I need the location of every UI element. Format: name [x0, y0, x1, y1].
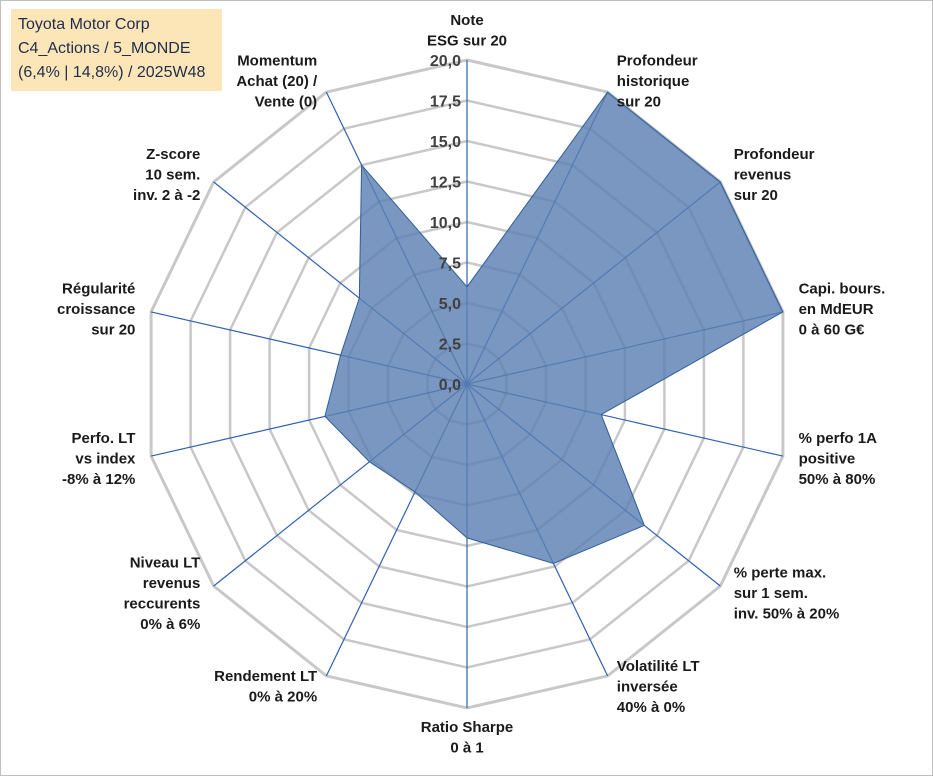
axis-label-4-line-2: 50% à 80% — [799, 471, 876, 488]
axis-label-5-line-0: % perte max. — [734, 565, 827, 582]
axis-label-11-line-0: Régularité — [62, 281, 135, 298]
axis-label-13: Momentum Achat (20) / Vente (0) — [236, 53, 318, 111]
tick-label-3: 7,5 — [439, 256, 461, 273]
axis-label-5: % perte max. sur 1 sem. inv. 50% à 20% — [734, 565, 840, 623]
axis-label-7-line-0: Ratio Sharpe — [421, 719, 514, 736]
axis-label-10-line-2: -8% à 12% — [62, 471, 135, 488]
axis-label-2: Profondeur revenus sur 20 — [734, 146, 815, 204]
tick-label-1: 2,5 — [439, 337, 461, 354]
period-label: (6,4% | 14,8%) / 2025W48 — [18, 64, 206, 81]
axis-label-13-line-1: Achat (20) / — [236, 73, 318, 90]
axis-label-8: Rendement LT 0% à 20% — [214, 668, 317, 706]
axis-label-4-line-1: positive — [799, 451, 856, 468]
axis-label-0-line-0: Note — [450, 12, 483, 29]
axis-label-5-line-2: inv. 50% à 20% — [734, 606, 840, 623]
axis-label-13-line-0: Momentum — [237, 53, 317, 70]
tick-label-6: 15,0 — [430, 134, 461, 151]
axis-label-3-line-1: en MdEUR — [799, 301, 874, 318]
axis-label-4-line-0: % perfo 1A — [799, 430, 878, 447]
axis-label-12-line-2: inv. 2 à -2 — [133, 187, 200, 204]
axis-label-11-line-1: croissance — [57, 301, 135, 318]
axis-label-2-line-1: revenus — [734, 166, 792, 183]
tick-label-0: 0,0 — [439, 377, 461, 394]
axis-label-5-line-1: sur 1 sem. — [734, 585, 808, 602]
tick-label-2: 5,0 — [439, 296, 461, 313]
axis-label-13-line-2: Vente (0) — [255, 94, 318, 111]
axis-label-9-line-3: 0% à 6% — [140, 616, 200, 633]
axis-label-9-line-1: revenus — [143, 575, 201, 592]
axis-label-1-line-2: sur 20 — [617, 94, 661, 111]
axis-label-7: Ratio Sharpe 0 à 1 — [421, 719, 514, 757]
axis-label-1-line-0: Profondeur — [617, 53, 698, 70]
tick-label-5: 12,5 — [430, 175, 461, 192]
axis-label-1: Profondeur historique sur 20 — [617, 53, 698, 111]
axis-label-1-line-1: historique — [617, 73, 690, 90]
series-area — [324, 91, 784, 565]
axis-label-6: Volatilité LT inversée 40% à 0% — [617, 658, 700, 716]
radial-tick-labels: 0,0 2,5 5,0 7,5 10,0 12,5 15,0 17,5 20,0 — [430, 53, 461, 394]
axis-label-12-line-0: Z-score — [146, 146, 200, 163]
axis-label-2-line-0: Profondeur — [734, 146, 815, 163]
tick-label-8: 20,0 — [430, 53, 461, 70]
axis-labels: Note ESG sur 20 Profondeur historique sur 20… — [57, 12, 885, 757]
axis-label-10-line-0: Perfo. LT — [72, 430, 136, 447]
axis-label-3: Capi. bours. en MdEUR 0 à 60 G€ — [799, 281, 886, 339]
radar-series — [324, 91, 784, 565]
category-label: C4_Actions / 5_MONDE — [18, 40, 191, 57]
axis-label-11-line-2: sur 20 — [91, 322, 135, 339]
axis-label-9: Niveau LT revenus reccurents 0% à 6% — [124, 555, 201, 634]
axis-label-10: Perfo. LT vs index -8% à 12% — [62, 430, 136, 488]
axis-label-6-line-2: 40% à 0% — [617, 699, 685, 716]
axis-label-0: Note ESG sur 20 — [427, 12, 507, 50]
axis-label-3-line-2: 0 à 60 G€ — [799, 322, 866, 339]
company-name: Toyota Motor Corp — [18, 16, 150, 33]
axis-label-8-line-1: 0% à 20% — [249, 689, 317, 706]
axis-label-9-line-2: reccurents — [124, 596, 201, 613]
axis-label-6-line-1: inversée — [617, 679, 678, 696]
axis-label-7-line-1: 0 à 1 — [450, 740, 483, 757]
axis-label-12-line-1: 10 sem. — [145, 166, 200, 183]
axis-label-4: % perfo 1A positive 50% à 80% — [799, 430, 878, 488]
axis-label-8-line-0: Rendement LT — [214, 668, 317, 685]
axis-label-3-line-0: Capi. bours. — [799, 281, 886, 298]
axis-label-12: Z-score 10 sem. inv. 2 à -2 — [133, 146, 200, 204]
axis-label-6-line-0: Volatilité LT — [617, 658, 700, 675]
info-box: Toyota Motor Corp C4_Actions / 5_MONDE (… — [11, 9, 222, 91]
axis-label-2-line-2: sur 20 — [734, 187, 778, 204]
axis-label-10-line-1: vs index — [75, 451, 136, 468]
tick-label-7: 17,5 — [430, 94, 461, 111]
axis-label-11: Régularité croissance sur 20 — [57, 281, 135, 339]
tick-label-4: 10,0 — [430, 215, 461, 232]
axis-label-9-line-0: Niveau LT — [130, 555, 201, 572]
axis-label-0-line-1: ESG sur 20 — [427, 33, 507, 50]
